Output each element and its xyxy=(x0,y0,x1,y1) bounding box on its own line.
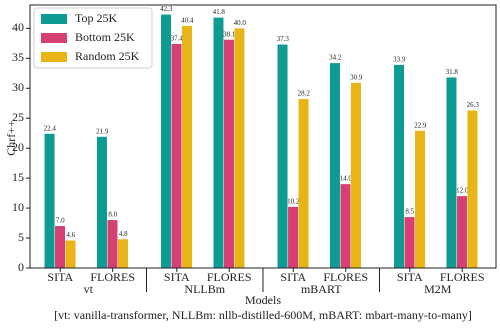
value-label: 37.4 xyxy=(171,35,184,43)
value-label: 4.6 xyxy=(66,231,75,239)
value-label: 40.4 xyxy=(181,17,194,25)
group-label: vt xyxy=(84,282,94,296)
bar xyxy=(107,220,118,268)
bar xyxy=(117,239,128,268)
caption: [vt: vanilla-transformer, NLLBm: nllb-di… xyxy=(54,308,472,322)
value-label: 8.5 xyxy=(405,208,414,216)
y-tick-label: 25 xyxy=(12,110,24,124)
plot-frame xyxy=(29,4,497,269)
y-tick-label: 30 xyxy=(12,80,24,94)
x-tick-label: FLORES xyxy=(440,270,485,284)
legend-swatch xyxy=(41,33,67,43)
bar xyxy=(223,39,234,268)
bar xyxy=(350,82,361,268)
bar xyxy=(415,130,426,268)
bar xyxy=(65,240,76,268)
legend-swatch xyxy=(41,14,67,24)
x-tick-label: FLORES xyxy=(90,270,135,284)
value-label: 37.3 xyxy=(277,35,290,43)
value-label: 42.3 xyxy=(160,5,173,13)
bar xyxy=(298,99,309,268)
bar xyxy=(182,25,193,268)
bar xyxy=(340,184,351,268)
value-label: 14.0 xyxy=(340,175,353,183)
value-label: 22.4 xyxy=(44,124,57,132)
value-label: 8.0 xyxy=(108,211,117,219)
legend-label: Top 25K xyxy=(75,11,117,25)
bar xyxy=(404,217,415,268)
y-tick-label: 5 xyxy=(18,230,24,244)
value-label: 10.2 xyxy=(287,198,300,206)
legend-label: Random 25K xyxy=(75,49,140,63)
value-label: 34.2 xyxy=(329,54,342,62)
y-tick-label: 0 xyxy=(18,260,24,274)
bar xyxy=(288,206,299,268)
x-tick-label: SITA xyxy=(397,270,423,284)
y-tick-label: 40 xyxy=(12,20,24,34)
bar xyxy=(329,63,340,268)
y-axis-label: Chrf++ xyxy=(4,120,18,156)
value-label: 26.3 xyxy=(467,101,480,109)
x-tick-label: SITA xyxy=(280,270,306,284)
bar xyxy=(456,196,467,268)
bar xyxy=(467,110,478,268)
bar xyxy=(213,17,224,268)
value-label: 41.8 xyxy=(213,8,226,16)
value-label: 12.0 xyxy=(456,187,469,195)
y-tick-label: 15 xyxy=(12,170,24,184)
bar xyxy=(44,133,55,268)
value-label: 40.0 xyxy=(234,19,247,27)
value-label: 38.1 xyxy=(223,30,236,38)
value-label: 4.8 xyxy=(119,230,128,238)
x-tick-label: SITA xyxy=(164,270,190,284)
bar xyxy=(446,77,457,268)
value-label: 31.8 xyxy=(446,68,459,76)
y-tick-label: 20 xyxy=(12,140,24,154)
value-label: 30.9 xyxy=(350,73,363,81)
bar xyxy=(161,14,172,269)
legend-label: Bottom 25K xyxy=(75,30,135,44)
value-label: 22.9 xyxy=(414,121,427,129)
value-label: 21.9 xyxy=(96,127,109,135)
value-label: 28.2 xyxy=(298,90,311,98)
x-tick-label: FLORES xyxy=(207,270,252,284)
bar xyxy=(55,226,66,268)
x-axis-label: Models xyxy=(245,293,281,307)
y-tick-label: 10 xyxy=(12,200,24,214)
y-tick-label: 35 xyxy=(12,50,24,64)
value-label: 7.0 xyxy=(56,217,65,225)
bar xyxy=(234,28,245,268)
bar xyxy=(277,44,288,269)
group-label: mBART xyxy=(301,282,342,296)
group-label: NLLBm xyxy=(184,282,225,296)
x-tick-label: FLORES xyxy=(323,270,368,284)
group-label: M2M xyxy=(424,282,452,296)
bar xyxy=(171,43,182,269)
bar xyxy=(96,136,107,268)
legend-swatch xyxy=(41,52,67,62)
x-tick-label: SITA xyxy=(47,270,73,284)
value-label: 33.9 xyxy=(393,56,406,64)
bar xyxy=(394,64,405,269)
